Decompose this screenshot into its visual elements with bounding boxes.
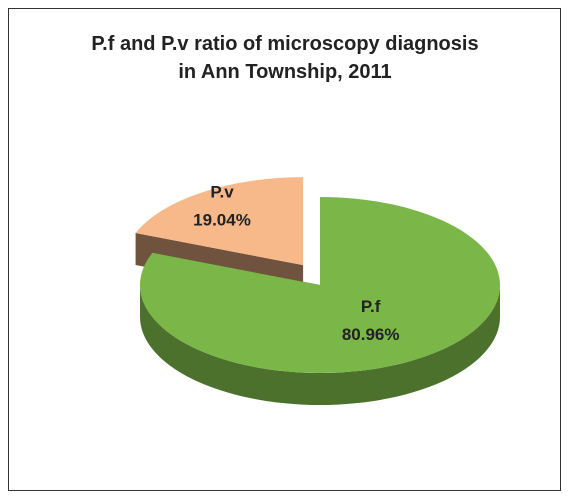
slice-label: P.f — [361, 297, 381, 316]
slice-top — [139, 197, 500, 374]
pie-slice — [139, 197, 500, 405]
slice-top — [135, 177, 304, 266]
value-label: 19.04% — [193, 210, 251, 229]
slice-side — [140, 285, 500, 405]
chart-frame — [8, 8, 561, 491]
slice-label: P.v — [210, 182, 234, 201]
chart-title: P.f and P.v ratio of microscopy diagnosi… — [91, 33, 479, 83]
value-label: 80.96% — [342, 325, 400, 344]
